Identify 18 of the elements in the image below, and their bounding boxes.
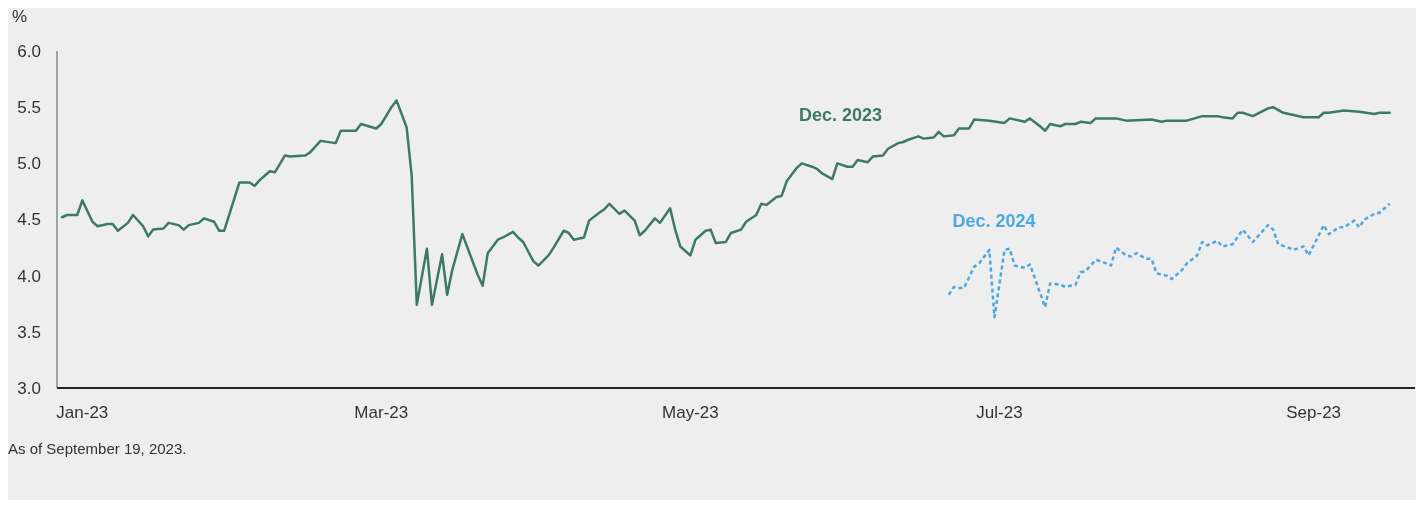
series-label: Dec. 2023 [799,105,883,126]
x-tick-label: Sep-23 [1286,403,1342,422]
x-tick-label: Mar-23 [354,403,409,422]
y-tick-label: 5.5 [17,98,41,118]
x-tick-label: Jul-23 [976,403,1023,422]
y-axis-title: % [12,7,28,26]
line-series [60,99,1391,307]
text: As of September 19, 2023. [8,440,187,457]
line-series [947,202,1391,319]
x-tick-label: May-23 [662,403,719,422]
y-tick-label: 5.0 [17,154,41,174]
x-tick-label: Jan-23 [56,403,109,422]
series-label: Dec. 2024 [952,210,1036,231]
y-tick-label: 6.0 [17,41,41,61]
y-tick-label: 3.0 [17,378,41,398]
y-tick-label: 4.5 [17,210,41,230]
y-tick-label: 4.0 [17,266,41,286]
y-tick-label: 3.5 [17,322,41,342]
